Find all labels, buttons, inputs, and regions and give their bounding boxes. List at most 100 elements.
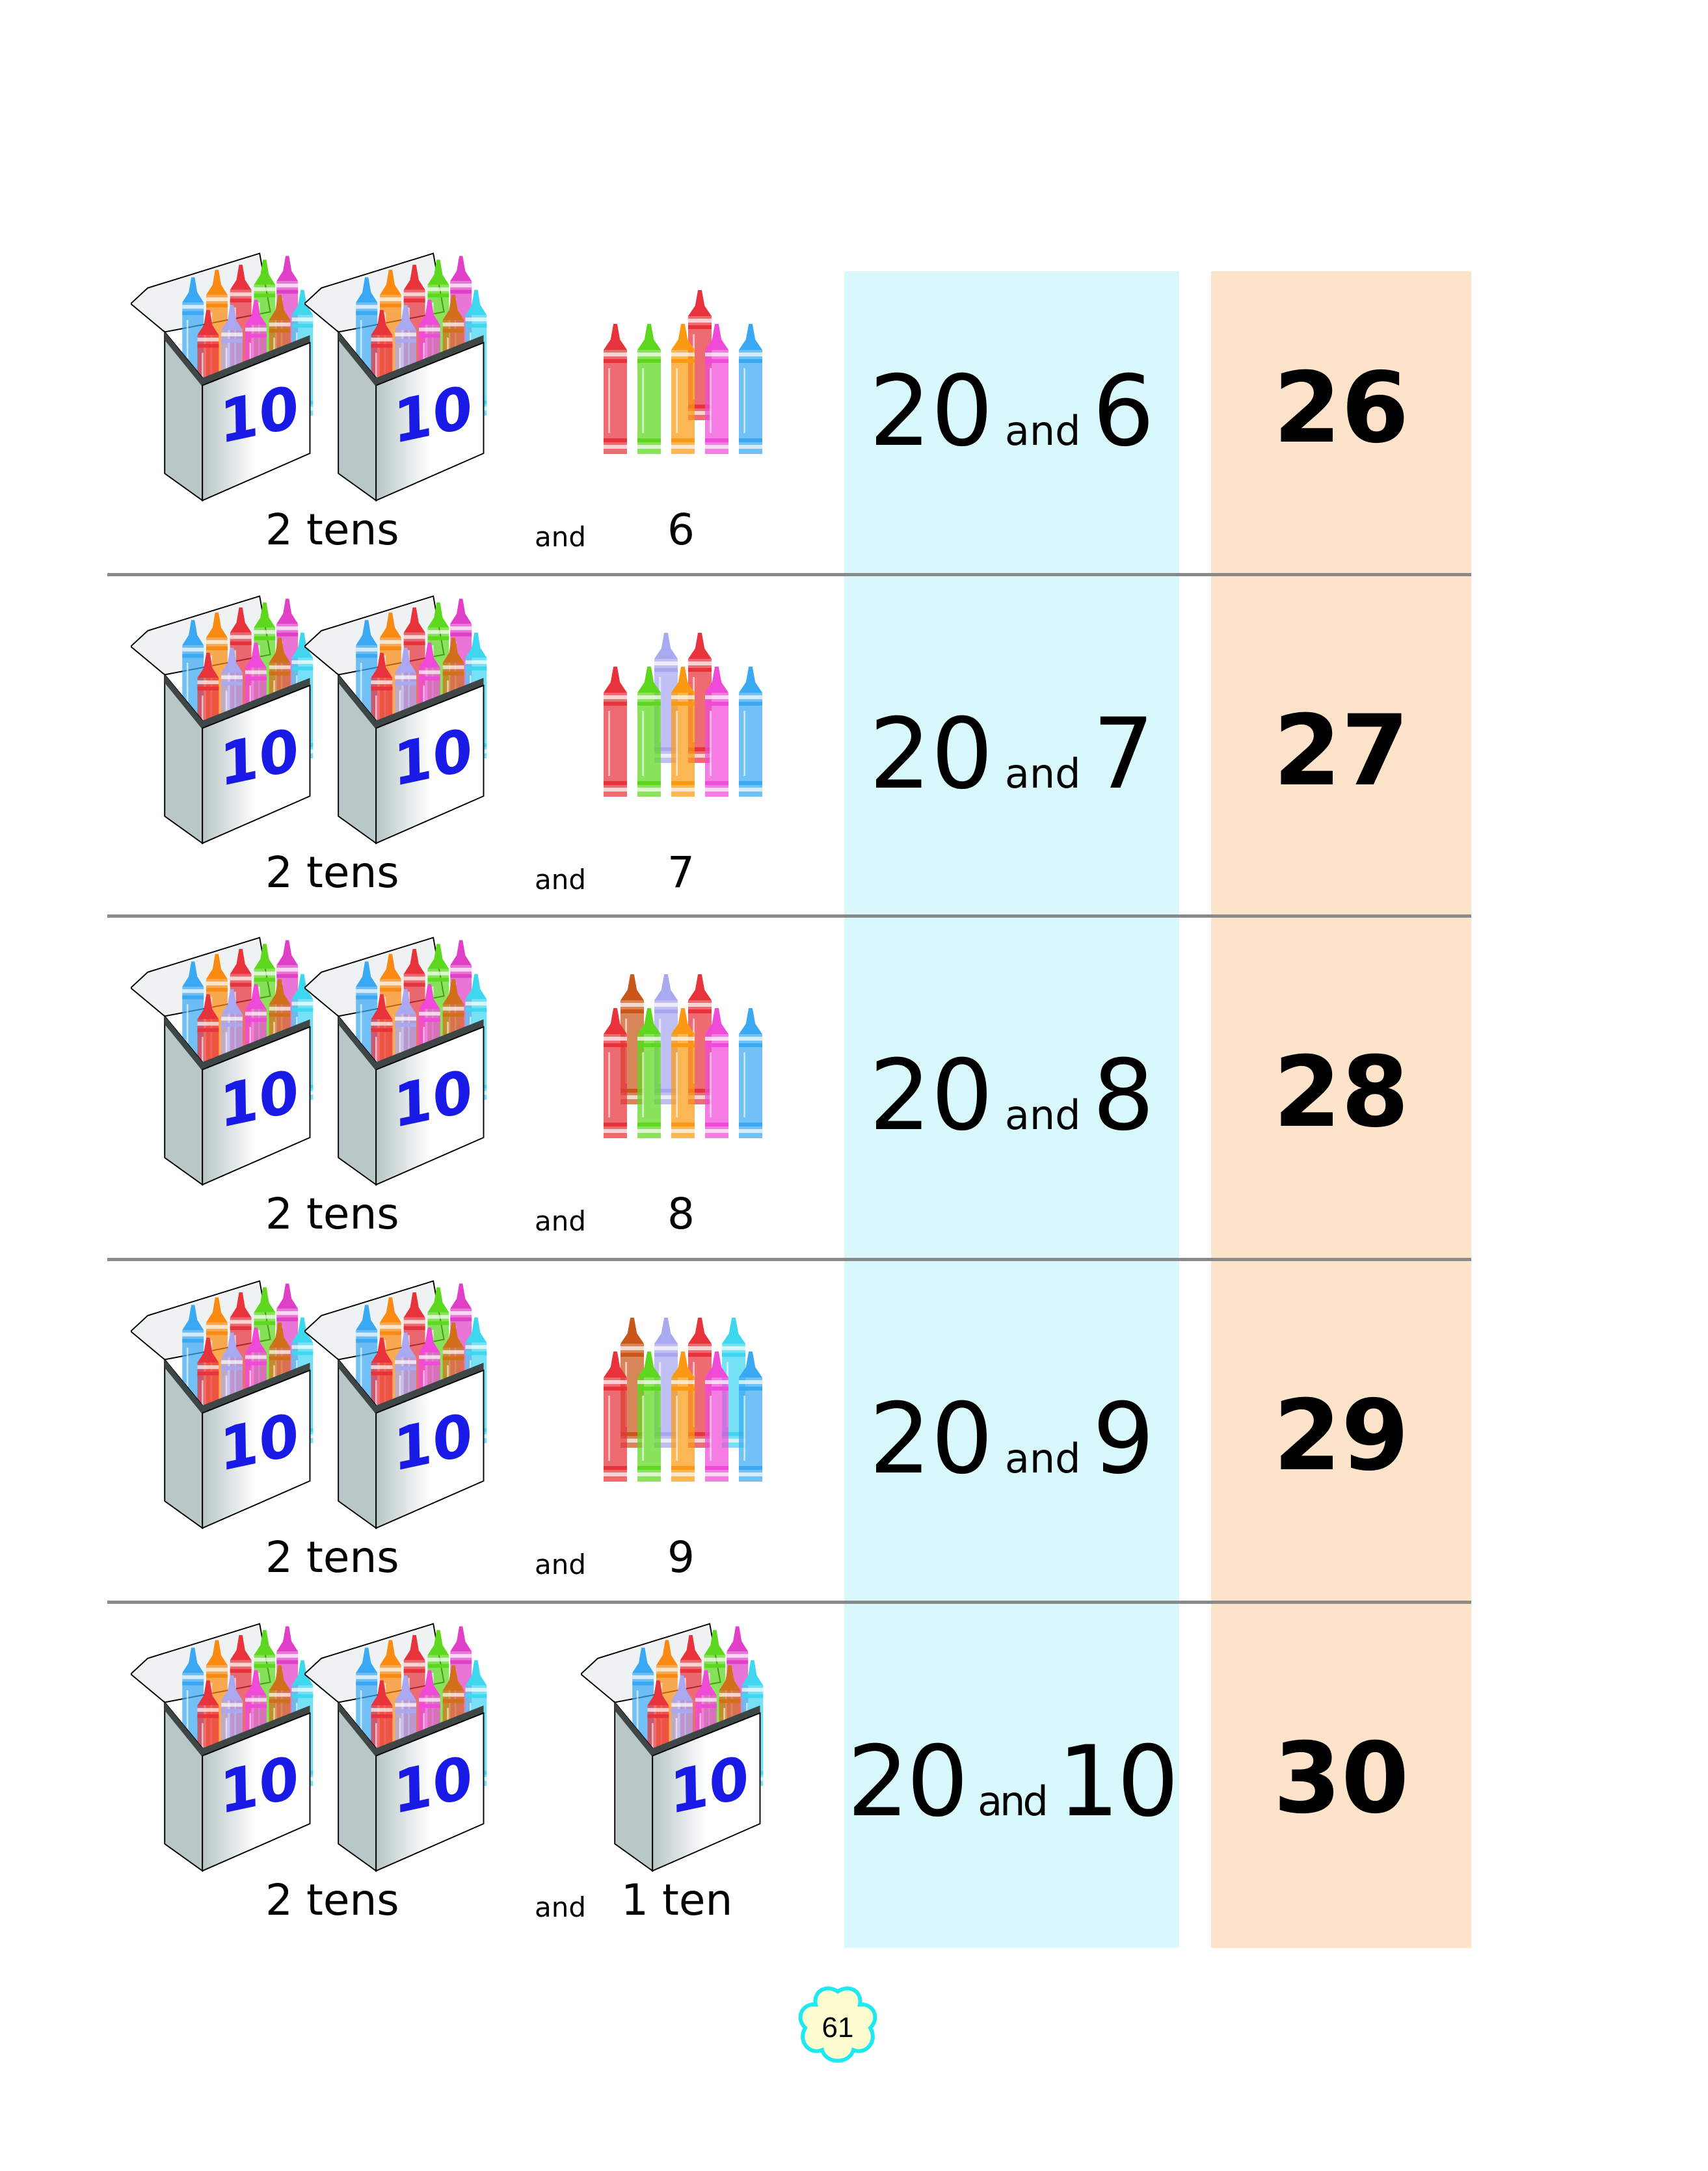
crayon-icon [739,667,762,797]
crayon-box-icon: 10 [304,252,487,502]
row-divider [107,573,1471,576]
and-label: and [535,521,587,553]
ones-value: 9 [1092,1383,1154,1496]
box-number: 10 [386,373,479,455]
crayon-box-icon: 10 [131,595,314,845]
crayon-icon [739,324,762,454]
loose-crayons [604,633,762,797]
crayon-box-icon: 10 [131,937,314,1186]
ones-value: 6 [1092,355,1154,468]
page-number: 61 [822,2012,854,2044]
crayon-icon [637,1352,661,1482]
tens-value: 20 [869,1039,993,1152]
crayon-icon [705,1008,728,1138]
crayon-box-icon: 10 [581,1623,764,1872]
ones-value: 8 [1092,1039,1154,1152]
ones-label: 8 [667,1189,695,1239]
crayon-icon [604,324,627,454]
crayon-icon [671,1008,695,1138]
crayon-icon [705,324,728,454]
tens-value: 20 [869,355,993,468]
row-divider [107,914,1471,918]
ones-label: 1 ten [621,1875,733,1925]
ones-label: 9 [667,1532,695,1582]
total-number: 29 [1273,1379,1409,1493]
crayon-box-icon: 10 [304,937,487,1186]
number-row: 10 [0,916,1708,1259]
crayon-icon [637,324,661,454]
number-row: 10 [0,1602,1708,1945]
total-column [1211,271,1471,1948]
and-label: and [535,864,587,896]
crayon-icon [604,1352,627,1482]
box-number: 10 [386,1057,479,1139]
ones-label: 7 [667,847,695,898]
tens-label: 2 tens [265,505,399,555]
tens-label: 2 tens [265,1532,399,1582]
crayon-icon [671,324,695,454]
tens-and-ones-expression: 20 and 6 [844,355,1179,468]
ones-value: 7 [1092,698,1154,811]
total-number: 28 [1273,1036,1409,1149]
box-number: 10 [386,1743,479,1826]
tens-and-ones-expression: 20 and 9 [844,1383,1179,1496]
loose-crayons [604,974,762,1138]
crayon-box-icon: 10 [304,1280,487,1530]
crayon-icon [705,667,728,797]
ones-label: 6 [667,505,695,555]
crayon-box-icon: 10 [131,1280,314,1530]
and-word: and [1004,1435,1081,1482]
tens-label: 2 tens [265,1875,399,1925]
crayon-icon [739,1352,762,1482]
loose-crayons [604,1318,762,1482]
box-number: 10 [213,373,306,455]
box-number: 10 [213,1057,306,1139]
box-number: 10 [663,1743,756,1826]
box-number: 10 [213,1743,306,1826]
total-number: 27 [1273,695,1409,808]
and-label: and [535,1891,587,1923]
number-row: 10 [0,232,1708,574]
and-label: and [535,1549,587,1580]
total-number: 26 [1273,352,1409,465]
and-word: and [1004,750,1081,797]
tens-label: 2 tens [265,1189,399,1239]
flower-icon [798,1986,877,2063]
box-number: 10 [386,1400,479,1483]
box-number: 10 [386,715,479,798]
crayon-icon [705,1352,728,1482]
tens-and-ones-expression: 20 and 10 [844,1725,1179,1839]
tens-value: 20 [869,698,993,811]
crayon-box-icon: 10 [304,1623,487,1872]
tens-value: 20 [847,1725,968,1839]
tens-and-ones-expression: 20 and 7 [844,698,1179,811]
number-row: 10 [0,574,1708,917]
box-number: 10 [213,715,306,798]
crayon-box-icon: 10 [131,1623,314,1872]
row-divider [107,1601,1471,1604]
crayon-icon [739,1008,762,1138]
and-word: and [1004,407,1081,455]
raised-crayon-icon [688,974,712,1104]
and-label: and [535,1205,587,1237]
and-word: and [978,1778,1048,1825]
total-number: 30 [1273,1722,1409,1835]
page-number-badge: 61 [798,1986,877,2063]
ones-value: 10 [1057,1725,1179,1839]
loose-crayons [604,290,762,454]
tens-value: 20 [869,1383,993,1496]
and-word: and [1004,1091,1081,1139]
crayon-box-icon: 10 [131,252,314,502]
tens-label: 2 tens [265,847,399,898]
crayon-box-icon: 10 [304,595,487,845]
row-divider [107,1258,1471,1261]
crayon-icon [671,667,695,797]
box-number: 10 [213,1400,306,1483]
crayon-icon [671,1352,695,1482]
crayon-icon [604,1008,627,1138]
crayon-icon [604,667,627,797]
crayon-icon [637,1008,661,1138]
tens-and-ones-expression: 20 and 8 [844,1039,1179,1152]
number-row: 10 [0,1259,1708,1602]
expression-column [844,271,1179,1948]
